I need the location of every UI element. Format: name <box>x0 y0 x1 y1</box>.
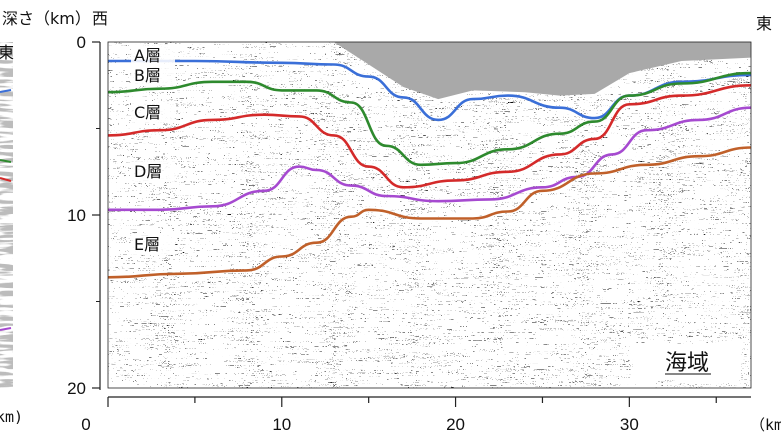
x-tick-label: 20 <box>446 415 465 434</box>
horizon-line-2 <box>108 71 751 167</box>
east-label: 東 <box>756 14 772 33</box>
x-tick-label: 10 <box>272 415 291 434</box>
left-panel-east-label: 東 <box>0 43 14 62</box>
y-tick-label: 10 <box>67 206 86 225</box>
horizon-line-5 <box>108 146 751 279</box>
plot-frame <box>107 41 752 389</box>
x-tick-label: 0 <box>81 415 90 434</box>
region-label: 海域 <box>665 351 709 376</box>
layer-label: C層 <box>134 103 161 122</box>
layer-label: E層 <box>134 235 160 254</box>
layer-label-background <box>131 44 175 66</box>
horizon-lines <box>108 59 751 279</box>
axes: 0 10 20 0 10 20 30 <box>67 33 751 434</box>
layer-label-background <box>131 64 175 86</box>
left-panel-unit-label: km) <box>0 408 23 426</box>
layer-label-background <box>131 233 175 255</box>
west-label: 西 <box>92 9 108 28</box>
horizon-line-4 <box>108 106 751 212</box>
region-badge: 海域 <box>633 344 741 380</box>
layer-label: B層 <box>134 66 161 85</box>
layer-label: D層 <box>134 162 162 181</box>
x-tick-label: 30 <box>620 415 639 434</box>
y-tick-label: 20 <box>67 379 86 398</box>
left-neighbor-panel: km) 東 <box>0 42 23 426</box>
sea-water-layer <box>333 42 751 100</box>
x-axis-unit-label: （km） <box>750 416 781 434</box>
layer-label: A層 <box>134 46 161 65</box>
layer-label-background <box>131 160 175 182</box>
layer-label-background <box>131 101 175 123</box>
seismic-image <box>108 42 751 388</box>
horizon-line-3 <box>108 84 751 189</box>
y-axis-label: 深さ（km） <box>2 9 91 28</box>
y-tick-label: 0 <box>77 33 86 52</box>
